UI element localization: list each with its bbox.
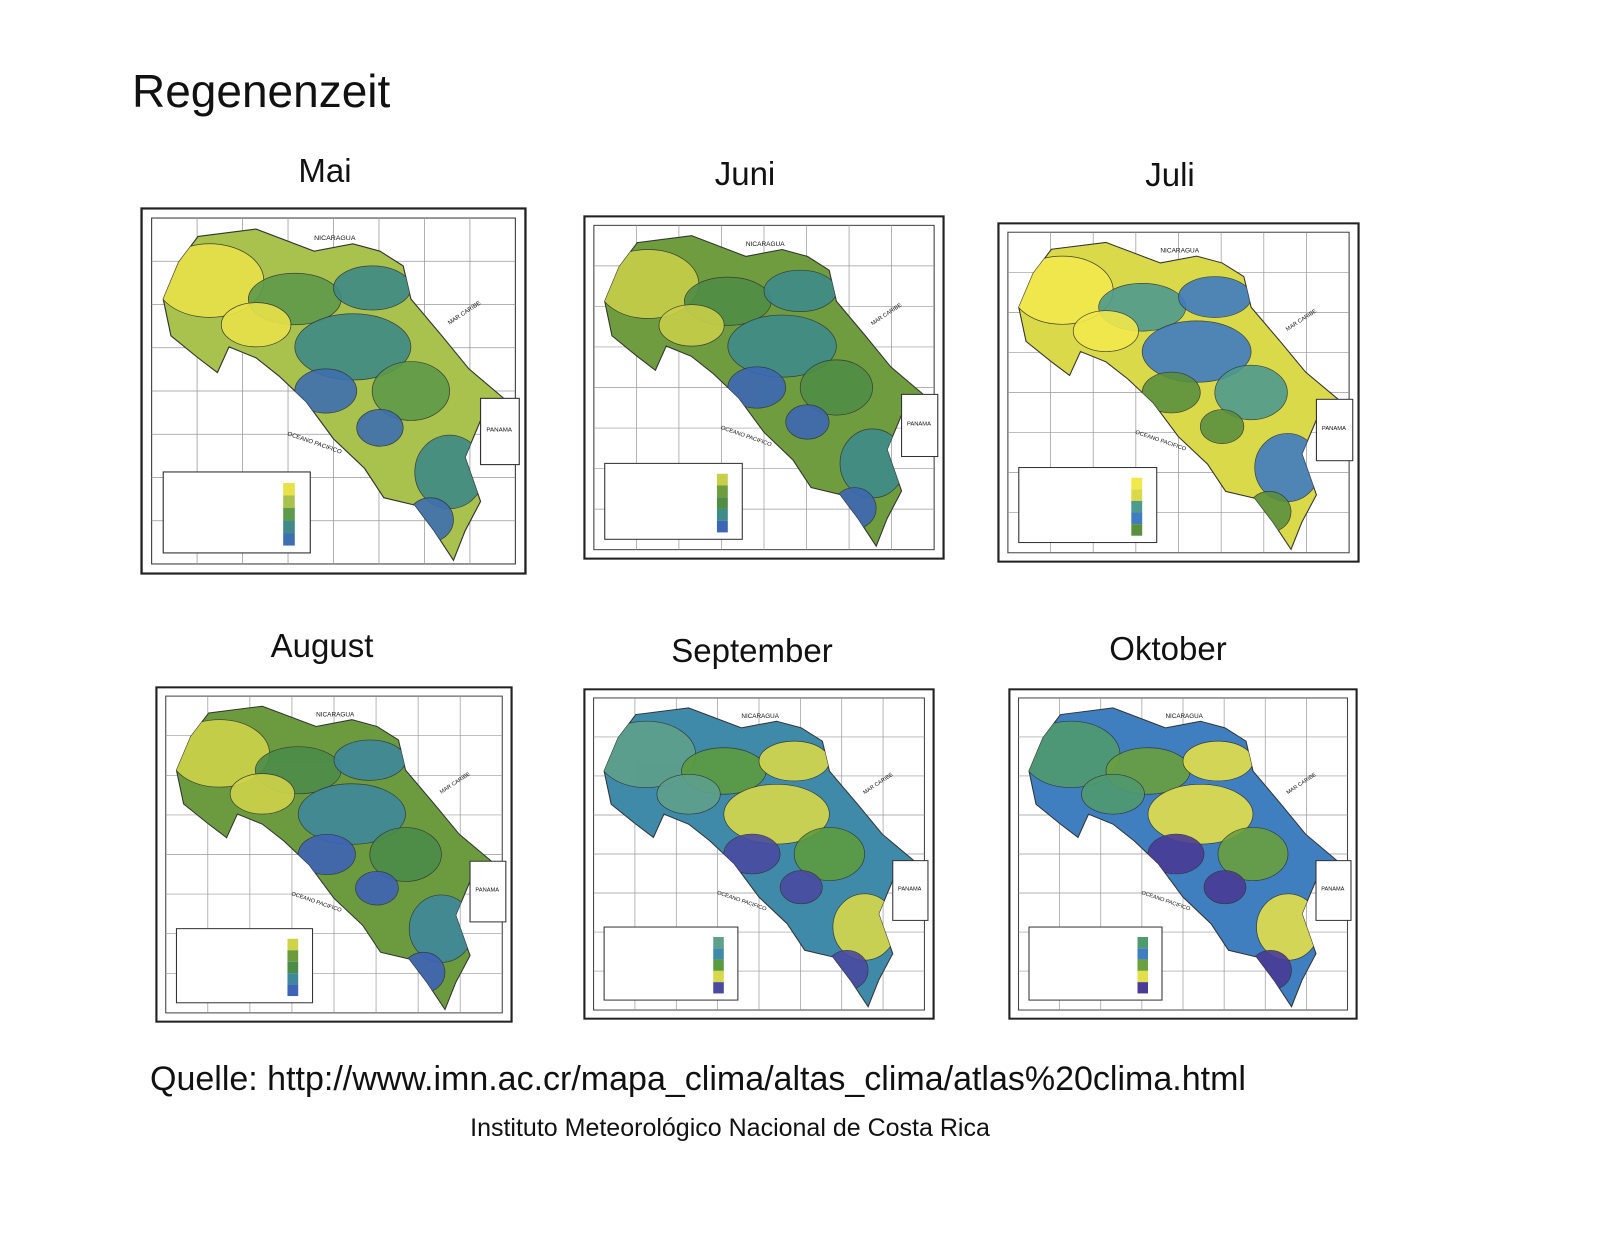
map-label: PANAMA (475, 888, 499, 894)
legend-swatch (716, 497, 728, 509)
zone (371, 361, 450, 421)
zone (1203, 870, 1247, 905)
zone (1072, 310, 1139, 352)
legend-swatch (287, 961, 299, 974)
zone (355, 871, 399, 906)
zone (356, 409, 404, 447)
map-title: Mai (298, 152, 351, 189)
zone (658, 304, 725, 347)
zone (1214, 364, 1288, 421)
zone (1182, 740, 1254, 782)
legend-swatch (1137, 970, 1148, 983)
map-label: PANAMA (898, 887, 922, 893)
legend-swatch (1137, 937, 1148, 949)
map-label: NICARAGUA (746, 241, 785, 248)
legend-swatch (1137, 948, 1148, 960)
zone (758, 740, 830, 782)
zone (1147, 833, 1205, 875)
legend-swatch (283, 508, 295, 521)
legend-swatch (287, 984, 299, 997)
map-title: August (271, 627, 374, 664)
legend-swatch (716, 508, 728, 521)
precipitation-zones (604, 249, 906, 530)
zone (763, 269, 837, 312)
slide-title: Regenenzeit (132, 65, 391, 117)
legend-swatch (283, 495, 295, 509)
zone (333, 265, 412, 311)
panama-box (892, 860, 929, 921)
zone (785, 404, 830, 440)
legend-swatch (1137, 982, 1148, 994)
zone (333, 739, 406, 781)
map-title: Juni (715, 155, 776, 192)
map-label: NICARAGUA (1166, 713, 1204, 720)
zone (1217, 827, 1289, 881)
legend-swatch (713, 937, 724, 949)
zone (229, 773, 295, 815)
zone (793, 827, 865, 881)
map-title: September (671, 632, 832, 669)
precipitation-zones (604, 720, 897, 991)
precipitation-zones (163, 243, 485, 543)
legend-swatch (287, 973, 299, 985)
legend-swatch (716, 520, 728, 533)
legend-swatch (716, 485, 728, 498)
map-title: Juli (1145, 156, 1195, 193)
legend-swatch (287, 950, 299, 962)
map-label: NICARAGUA (1160, 248, 1200, 255)
zone (297, 833, 356, 876)
legend-swatch (287, 938, 299, 951)
map-label: NICARAGUA (741, 713, 779, 720)
zone (1199, 409, 1245, 444)
map-label: PANAMA (486, 428, 513, 434)
panama-box (901, 393, 939, 458)
map-label: PANAMA (1322, 426, 1346, 432)
panama-box (1315, 398, 1354, 462)
legend-swatch (713, 948, 724, 960)
panama-box (469, 860, 507, 923)
legend-swatch (1131, 489, 1143, 501)
legend-swatch (1131, 524, 1143, 536)
panama-box (479, 397, 520, 466)
map-label: PANAMA (1321, 887, 1345, 893)
zone (369, 827, 442, 882)
legend-swatch (1131, 477, 1143, 490)
zone (1081, 773, 1145, 815)
legend-swatch (1131, 512, 1143, 525)
zone (656, 773, 721, 815)
map-title: Oktober (1109, 630, 1226, 667)
institute: Instituto Meteorológico Nacional de Cost… (470, 1114, 990, 1142)
zone (1178, 276, 1252, 318)
legend-swatch (1131, 500, 1143, 513)
legend-swatch (716, 473, 728, 486)
map-label: PANAMA (907, 422, 931, 428)
legend-swatch (1137, 959, 1148, 971)
map-label: NICARAGUA (314, 235, 356, 242)
zone (220, 302, 292, 348)
panama-box (1315, 860, 1352, 921)
legend-swatch (713, 970, 724, 983)
zone (799, 359, 873, 416)
map-label: NICARAGUA (316, 711, 355, 718)
legend-swatch (283, 483, 295, 496)
zone (779, 870, 823, 905)
source: Quelle: http://www.imn.ac.cr/mapa_clima/… (150, 1060, 1246, 1098)
legend-swatch (283, 520, 295, 534)
legend-swatch (713, 959, 724, 971)
legend-swatch (283, 533, 295, 546)
legend-swatch (713, 982, 724, 994)
